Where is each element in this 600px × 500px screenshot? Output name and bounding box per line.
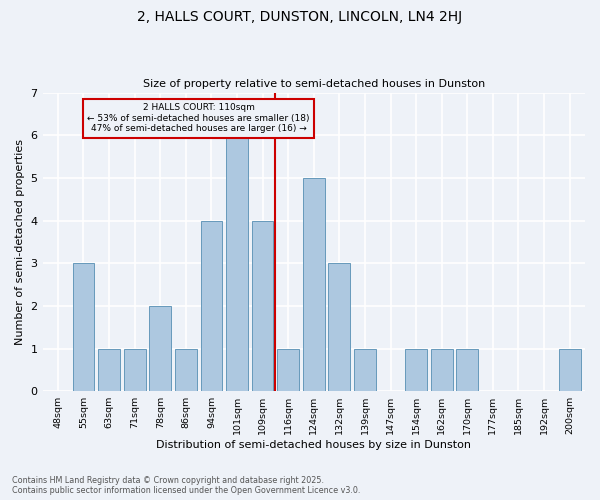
X-axis label: Distribution of semi-detached houses by size in Dunston: Distribution of semi-detached houses by … <box>156 440 471 450</box>
Y-axis label: Number of semi-detached properties: Number of semi-detached properties <box>15 139 25 345</box>
Bar <box>559 348 581 391</box>
Bar <box>252 220 274 391</box>
Bar <box>405 348 427 391</box>
Text: Contains HM Land Registry data © Crown copyright and database right 2025.
Contai: Contains HM Land Registry data © Crown c… <box>12 476 361 495</box>
Bar <box>277 348 299 391</box>
Bar <box>98 348 120 391</box>
Title: Size of property relative to semi-detached houses in Dunston: Size of property relative to semi-detach… <box>143 79 485 89</box>
Bar <box>354 348 376 391</box>
Bar <box>431 348 452 391</box>
Bar <box>124 348 146 391</box>
Bar <box>457 348 478 391</box>
Text: 2 HALLS COURT: 110sqm
← 53% of semi-detached houses are smaller (18)
47% of semi: 2 HALLS COURT: 110sqm ← 53% of semi-deta… <box>88 103 310 133</box>
Bar <box>200 220 222 391</box>
Bar <box>226 135 248 391</box>
Bar <box>175 348 197 391</box>
Bar <box>149 306 171 391</box>
Text: 2, HALLS COURT, DUNSTON, LINCOLN, LN4 2HJ: 2, HALLS COURT, DUNSTON, LINCOLN, LN4 2H… <box>137 10 463 24</box>
Bar <box>303 178 325 391</box>
Bar <box>73 263 94 391</box>
Bar <box>328 263 350 391</box>
